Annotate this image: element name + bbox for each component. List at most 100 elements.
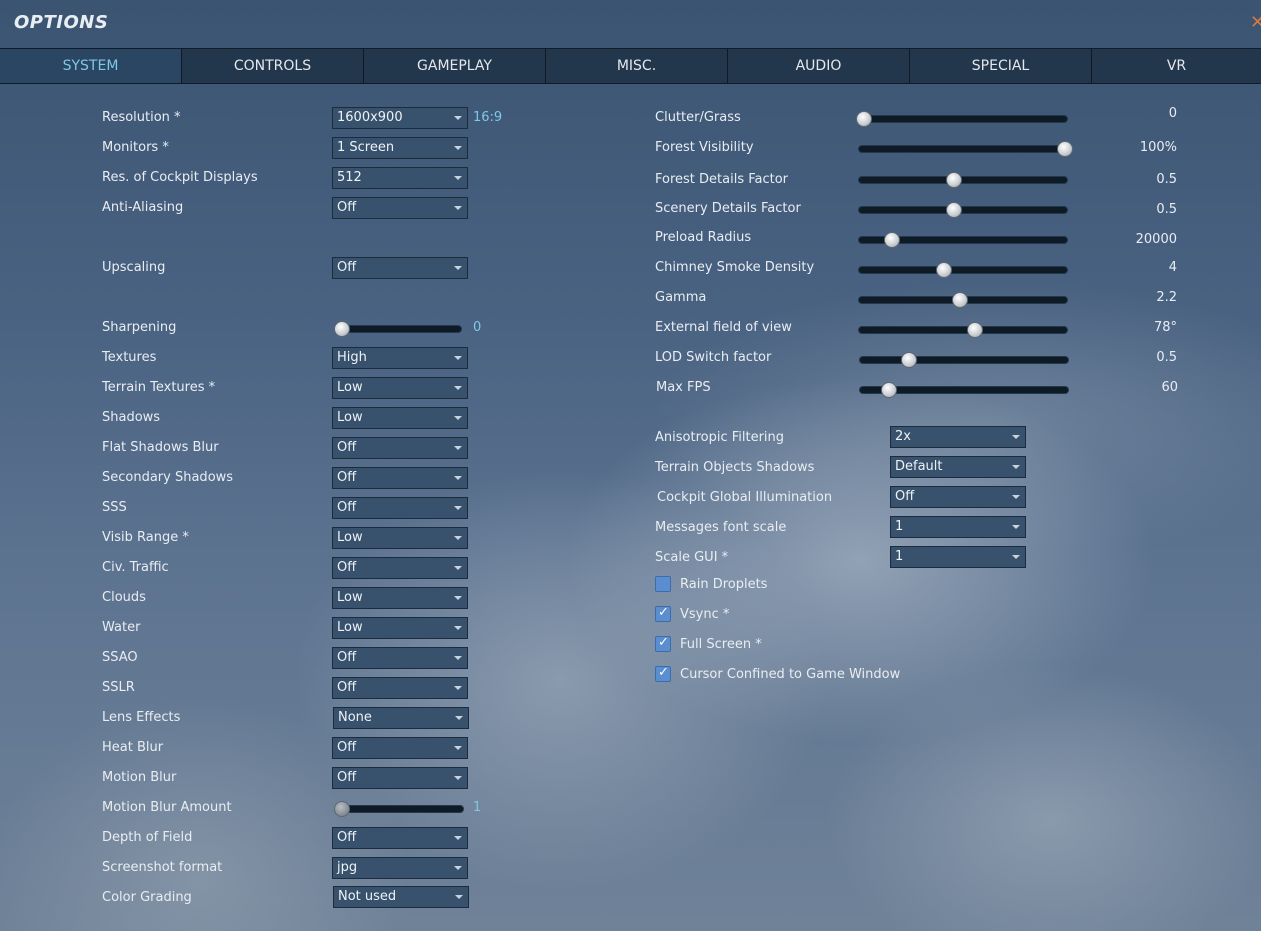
monitors-label: Monitors * [102, 140, 169, 155]
tab-special[interactable]: SPECIAL [910, 49, 1092, 83]
tab-vr[interactable]: VR [1092, 49, 1261, 83]
chevron-down-icon [454, 386, 462, 390]
preload-radius-slider[interactable] [858, 236, 1068, 244]
close-icon[interactable]: ✕ [1250, 12, 1261, 33]
rain-droplets-label: Rain Droplets [680, 577, 768, 592]
cockpit-gi-dropdown[interactable]: Off [890, 486, 1026, 508]
forest-details-slider-handle[interactable] [946, 172, 963, 188]
secondary-shadows-dropdown[interactable]: Off [332, 467, 468, 489]
scale-gui-dropdown[interactable]: 1 [890, 546, 1026, 568]
forest-visibility-label: Forest Visibility [655, 140, 754, 155]
full-screen-checkbox[interactable] [655, 635, 671, 652]
messages-font-scale-dropdown[interactable]: 1 [890, 516, 1026, 538]
motion-blur-amount-slider-handle[interactable] [334, 801, 350, 817]
monitors-value: 1 Screen [337, 140, 395, 155]
lod-switch-slider-handle[interactable] [901, 352, 918, 368]
screenshot-format-dropdown[interactable]: jpg [332, 857, 468, 879]
shadows-dropdown[interactable]: Low [332, 407, 468, 429]
sslr-value: Off [337, 680, 357, 695]
visib-range-value: Low [337, 530, 363, 545]
color-grading-dropdown[interactable]: Not used [333, 886, 469, 908]
gamma-slider-handle[interactable] [952, 292, 969, 308]
sss-value: Off [337, 500, 357, 515]
visib-range-dropdown[interactable]: Low [332, 527, 468, 549]
lens-effects-dropdown[interactable]: None [333, 707, 469, 729]
textures-dropdown[interactable]: High [332, 347, 468, 369]
max-fps-slider-handle[interactable] [881, 382, 898, 398]
cockpit-displays-value: 512 [337, 170, 362, 185]
chevron-down-icon [454, 266, 462, 270]
chevron-down-icon [454, 146, 462, 150]
sharpening-slider-handle[interactable] [334, 321, 350, 337]
screenshot-format-label: Screenshot format [102, 860, 223, 875]
depth-of-field-dropdown[interactable]: Off [332, 827, 468, 849]
sslr-dropdown[interactable]: Off [332, 677, 468, 699]
clouds-label: Clouds [102, 590, 146, 605]
tab-bar: SYSTEM CONTROLS GAMEPLAY MISC. AUDIO SPE… [0, 48, 1261, 84]
max-fps-value: 60 [1161, 380, 1178, 395]
vsync-checkbox[interactable] [655, 605, 671, 622]
upscaling-dropdown[interactable]: Off [332, 257, 468, 279]
resolution-label: Resolution * [102, 110, 181, 125]
forest-visibility-value: 100% [1139, 140, 1177, 155]
scenery-details-slider[interactable] [858, 206, 1068, 214]
messages-font-scale-label: Messages font scale [655, 520, 787, 535]
clutter-grass-slider[interactable] [858, 115, 1068, 123]
motion-blur-dropdown[interactable]: Off [332, 767, 468, 789]
sss-dropdown[interactable]: Off [332, 497, 468, 519]
forest-visibility-slider-handle[interactable] [1057, 141, 1073, 157]
terrain-textures-dropdown[interactable]: Low [332, 377, 468, 399]
ssao-dropdown[interactable]: Off [332, 647, 468, 669]
flat-shadows-blur-dropdown[interactable]: Off [332, 437, 468, 459]
cockpit-displays-dropdown[interactable]: 512 [332, 167, 468, 189]
max-fps-slider[interactable] [859, 386, 1069, 394]
forest-details-label: Forest Details Factor [655, 172, 789, 187]
water-dropdown[interactable]: Low [332, 617, 468, 639]
terrain-obj-shadows-dropdown[interactable]: Default [890, 456, 1026, 478]
forest-details-value: 0.5 [1156, 172, 1177, 187]
heat-blur-value: Off [337, 740, 357, 755]
rain-droplets-checkbox[interactable] [655, 576, 671, 592]
forest-visibility-slider[interactable] [858, 145, 1072, 153]
external-fov-value: 78° [1153, 320, 1177, 335]
forest-details-slider[interactable] [858, 176, 1068, 184]
tab-gameplay[interactable]: GAMEPLAY [364, 49, 546, 83]
lod-switch-slider[interactable] [859, 356, 1069, 364]
chevron-down-icon [454, 116, 462, 120]
scenery-details-slider-handle[interactable] [946, 202, 963, 218]
chimney-smoke-slider-handle[interactable] [936, 262, 953, 278]
external-fov-label: External field of view [655, 320, 792, 335]
clouds-dropdown[interactable]: Low [332, 587, 468, 609]
anisotropic-label: Anisotropic Filtering [655, 430, 785, 445]
chimney-smoke-label: Chimney Smoke Density [655, 260, 815, 275]
chevron-down-icon [454, 416, 462, 420]
monitors-dropdown[interactable]: 1 Screen [332, 137, 468, 159]
civ-traffic-label: Civ. Traffic [102, 560, 169, 575]
tab-audio[interactable]: AUDIO [728, 49, 910, 83]
anti-aliasing-dropdown[interactable]: Off [332, 197, 468, 219]
preload-radius-slider-handle[interactable] [884, 232, 901, 248]
clutter-grass-value: 0 [1168, 106, 1177, 121]
civ-traffic-dropdown[interactable]: Off [332, 557, 468, 579]
lod-switch-value: 0.5 [1156, 350, 1177, 365]
clutter-grass-slider-handle[interactable] [856, 111, 872, 127]
external-fov-slider-handle[interactable] [966, 322, 983, 338]
chevron-down-icon [454, 176, 462, 180]
cursor-confined-checkbox[interactable] [655, 665, 671, 682]
resolution-dropdown[interactable]: 1600x900 [332, 107, 468, 129]
external-fov-slider[interactable] [858, 326, 1068, 334]
anisotropic-dropdown[interactable]: 2x [890, 426, 1026, 448]
textures-value: High [337, 350, 367, 365]
tab-misc[interactable]: MISC. [546, 49, 728, 83]
sharpening-slider[interactable] [336, 325, 462, 333]
scale-gui-value: 1 [895, 549, 904, 564]
terrain-obj-shadows-value: Default [895, 459, 943, 474]
tab-system[interactable]: SYSTEM [0, 49, 182, 83]
preload-radius-label: Preload Radius [655, 230, 752, 245]
clouds-value: Low [337, 590, 363, 605]
vsync-label: Vsync * [680, 607, 730, 622]
heat-blur-dropdown[interactable]: Off [332, 737, 468, 759]
chimney-smoke-slider[interactable] [858, 266, 1068, 274]
tab-controls[interactable]: CONTROLS [182, 49, 364, 83]
motion-blur-amount-slider[interactable] [336, 805, 464, 813]
